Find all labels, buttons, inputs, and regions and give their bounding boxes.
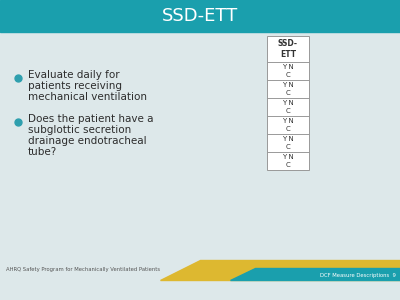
Polygon shape <box>160 260 400 280</box>
Text: drainage endotracheal: drainage endotracheal <box>28 136 147 146</box>
Text: SSD-
ETT: SSD- ETT <box>278 39 298 59</box>
Text: Y N
C: Y N C <box>282 118 294 132</box>
Bar <box>0 32 400 280</box>
Text: patients receiving: patients receiving <box>28 81 122 91</box>
Text: Y N
C: Y N C <box>282 100 294 114</box>
Bar <box>267 36 309 170</box>
Polygon shape <box>230 268 400 280</box>
Text: Y N
C: Y N C <box>282 154 294 168</box>
Text: AHRQ Safety Program for Mechanically Ventilated Patients: AHRQ Safety Program for Mechanically Ven… <box>6 266 160 272</box>
Text: mechanical ventilation: mechanical ventilation <box>28 92 147 102</box>
Text: subglottic secretion: subglottic secretion <box>28 125 131 135</box>
Text: Evaluate daily for: Evaluate daily for <box>28 70 120 80</box>
Text: Y N
C: Y N C <box>282 82 294 96</box>
Bar <box>0 0 400 32</box>
Text: Does the patient have a: Does the patient have a <box>28 114 154 124</box>
Text: SSD-ETT: SSD-ETT <box>162 7 238 25</box>
Text: Y N
C: Y N C <box>282 136 294 150</box>
Text: DCF Measure Descriptions  9: DCF Measure Descriptions 9 <box>320 272 396 278</box>
Text: Y N
C: Y N C <box>282 64 294 78</box>
Text: tube?: tube? <box>28 147 57 157</box>
